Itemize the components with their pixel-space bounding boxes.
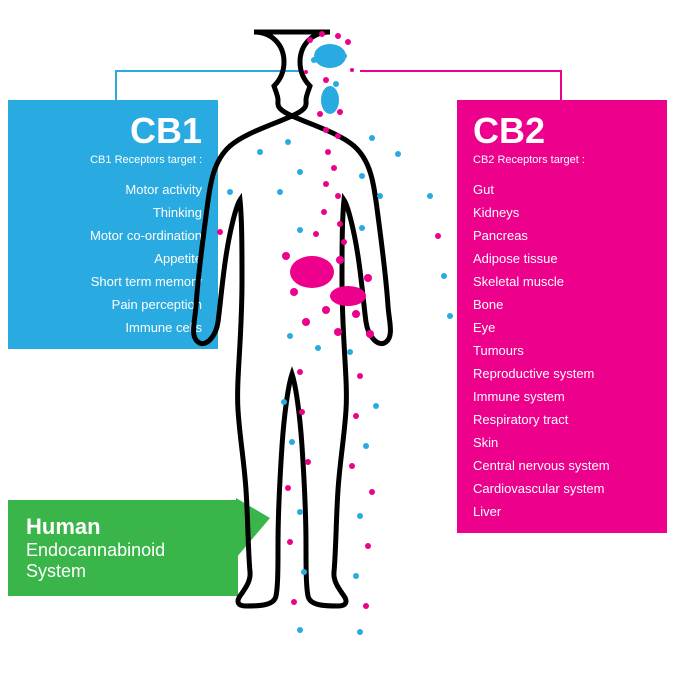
- receptor-dot-cb2: [217, 229, 223, 235]
- receptor-dot-cb2: [305, 459, 311, 465]
- receptor-dot-cb2: [364, 274, 372, 282]
- receptor-dot-cb1: [377, 193, 383, 199]
- stomach: [290, 256, 334, 288]
- receptor-dot-cb1: [395, 151, 401, 157]
- receptor-dot-cb2: [319, 31, 325, 37]
- receptor-dot-cb2: [335, 133, 341, 139]
- receptor-dot-cb2: [291, 599, 297, 605]
- receptor-dot-cb2: [353, 413, 359, 419]
- receptor-dot-cb1: [359, 225, 365, 231]
- receptor-dot-cb1: [297, 227, 303, 233]
- throat-mass: [321, 86, 339, 114]
- receptor-dot-cb2: [297, 369, 303, 375]
- receptor-dot-cb1: [311, 57, 317, 63]
- receptor-dot-cb1: [277, 189, 283, 195]
- receptor-dot-cb1: [347, 349, 353, 355]
- receptor-dot-cb1: [353, 573, 359, 579]
- receptor-dot-cb2: [331, 165, 337, 171]
- connector-cb1-vertical: [115, 70, 117, 100]
- receptor-dot-cb2: [435, 233, 441, 239]
- body-outline: [194, 32, 391, 606]
- receptor-dot-cb2: [285, 485, 291, 491]
- receptor-dot-cb2: [313, 231, 319, 237]
- receptor-dot-cb2: [322, 306, 330, 314]
- receptor-dot-cb2: [307, 37, 313, 43]
- receptor-dot-cb2: [287, 539, 293, 545]
- receptor-dot-cb1: [357, 513, 363, 519]
- receptor-dot-cb2: [304, 70, 308, 74]
- receptor-dot-cb1: [227, 189, 233, 195]
- receptor-dot-cb2: [365, 543, 371, 549]
- receptor-dot-cb1: [205, 309, 211, 315]
- receptor-dot-cb2: [334, 328, 342, 336]
- receptor-dot-cb1: [373, 403, 379, 409]
- receptor-dot-cb2: [323, 77, 329, 83]
- receptor-dot-cb1: [287, 333, 293, 339]
- receptor-dot-cb2: [325, 149, 331, 155]
- receptor-dot-cb1: [257, 149, 263, 155]
- receptor-dot-cb2: [366, 330, 374, 338]
- receptor-dot-cb1: [297, 509, 303, 515]
- receptor-dot-cb2: [323, 127, 329, 133]
- receptor-dot-cb2: [349, 463, 355, 469]
- receptor-dot-cb2: [302, 318, 310, 326]
- receptor-dot-cb2: [290, 288, 298, 296]
- receptor-dot-cb2: [337, 221, 343, 227]
- receptor-dot-cb1: [427, 193, 433, 199]
- receptor-dot-cb1: [333, 81, 339, 87]
- receptor-dot-cb2: [336, 256, 344, 264]
- receptor-dot-cb1: [341, 53, 347, 59]
- receptor-dot-cb1: [285, 139, 291, 145]
- receptor-dot-cb2: [341, 239, 347, 245]
- receptor-dot-cb1: [281, 399, 287, 405]
- receptor-dot-cb1: [315, 345, 321, 351]
- receptor-dot-cb1: [301, 569, 307, 575]
- receptor-dot-cb2: [350, 68, 354, 72]
- receptor-dot-cb2: [323, 181, 329, 187]
- receptor-dot-cb1: [289, 439, 295, 445]
- receptor-dot-cb1: [363, 443, 369, 449]
- receptor-dot-cb2: [363, 603, 369, 609]
- receptor-dot-cb2: [357, 373, 363, 379]
- receptor-dot-cb2: [345, 39, 351, 45]
- organ-shapes: [290, 44, 366, 306]
- pancreas: [330, 286, 366, 306]
- receptor-dot-cb1: [441, 273, 447, 279]
- receptor-dot-cb2: [337, 109, 343, 115]
- receptor-dot-cb1: [447, 313, 453, 319]
- receptor-dot-cb2: [299, 409, 305, 415]
- receptor-dot-cb2: [352, 310, 360, 318]
- receptor-dot-cb2: [335, 33, 341, 39]
- receptor-dot-cb1: [297, 169, 303, 175]
- receptor-dot-cb2: [317, 111, 323, 117]
- receptor-dot-cb2: [369, 489, 375, 495]
- receptor-dot-cb2: [335, 193, 341, 199]
- receptor-dot-cb1: [359, 173, 365, 179]
- human-body-figure: [140, 12, 520, 667]
- receptor-dot-cb2: [282, 252, 290, 260]
- receptor-dot-cb1: [297, 627, 303, 633]
- receptor-dot-cb2: [321, 209, 327, 215]
- connector-cb2-vertical: [560, 70, 562, 100]
- receptor-dot-cb1: [369, 135, 375, 141]
- receptor-dot-cb1: [357, 629, 363, 635]
- receptor-dot-cb1: [211, 269, 217, 275]
